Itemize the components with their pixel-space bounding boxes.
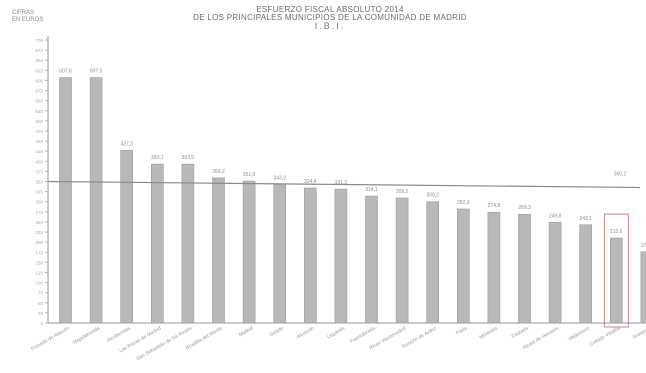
y-tick-label-20: 500: [35, 119, 43, 124]
bar-13: [456, 208, 470, 324]
y-tick-label-12: 300: [35, 200, 43, 205]
bar-4: [181, 163, 195, 324]
y-tick-label-25: 625: [35, 68, 43, 73]
chart-title-block: ESFUERZO FISCAL ABSOLUTO 2014 DE LOS PRI…: [150, 5, 510, 31]
bar-3: [151, 163, 164, 324]
y-axis-units-line-2: EN EUROS: [12, 17, 44, 23]
category-label-17: Valdemoro: [567, 325, 591, 342]
bar-6: [242, 180, 256, 324]
y-tick-label-6: 150: [35, 260, 43, 265]
bar-value-label-14: 274,8: [488, 203, 501, 209]
category-label-10: Fuenlabrada: [349, 325, 377, 344]
y-tick-label-3: 75: [38, 291, 44, 296]
category-label-6: Madrid: [238, 325, 254, 338]
bar-7: [273, 184, 287, 324]
bar-1: [89, 77, 103, 324]
bar-5: [212, 177, 225, 324]
chart-subtitle: I.B.I.: [314, 21, 346, 31]
bar-value-label-15: 269,3: [518, 205, 531, 211]
bar-value-label-12: 300,2: [426, 193, 439, 199]
bar-value-label-5: 359,2: [212, 169, 225, 175]
highlight-frame: [603, 213, 629, 328]
category-label-12: Torrejón de Ardoz: [401, 325, 438, 350]
y-tick-label-21: 525: [35, 109, 43, 114]
y-tick-label-4: 100: [35, 281, 43, 286]
bar-value-label-17: 243,1: [579, 216, 592, 222]
reference-line-label: 350,2: [614, 172, 627, 178]
category-label-7: Getafe: [269, 325, 285, 338]
bar-value-label-4: 393,0: [182, 155, 195, 161]
bar-14: [487, 211, 501, 324]
y-tick-label-13: 325: [35, 190, 43, 195]
bar-12: [426, 201, 440, 324]
y-tick-label-28: 700: [35, 38, 43, 43]
category-label-13: Parla: [455, 325, 468, 336]
bar-8: [303, 187, 317, 324]
bar-value-label-1: 607,5: [90, 69, 103, 75]
y-tick-label-14: 350: [35, 180, 43, 185]
category-label-1: Majadahonda: [72, 325, 101, 345]
y-tick-label-22: 550: [35, 99, 43, 104]
bar-value-label-0: 607,6: [59, 69, 72, 75]
category-label-8: Alcorcón: [295, 325, 315, 340]
bar-value-label-9: 331,2: [335, 180, 348, 186]
y-tick-label-10: 250: [35, 220, 43, 225]
bar-value-label-11: 309,5: [396, 189, 409, 195]
y-tick-label-18: 450: [35, 139, 43, 144]
y-axis-units: CIFRAS EN EUROS: [12, 10, 43, 24]
chart-title-line-1: ESFUERZO FISCAL ABSOLUTO 2014: [256, 5, 404, 14]
bar-value-label-13: 282,3: [457, 200, 470, 206]
bar-2: [120, 150, 133, 324]
bar-0: [59, 77, 72, 324]
bar-18: [609, 237, 623, 324]
category-label-4: San Sebastián de los Reyes: [135, 325, 193, 362]
y-tick-label-1: 25: [38, 311, 44, 316]
y-tick-label-16: 400: [35, 159, 43, 164]
category-label-14: Móstoles: [479, 325, 500, 340]
bar-value-label-2: 427,3: [120, 141, 133, 147]
category-label-0: Pozuelo de Alarcón: [30, 325, 71, 352]
y-tick-label-7: 175: [35, 250, 43, 255]
bar-value-label-19: 176,0: [641, 243, 646, 249]
y-tick-label-2: 50: [38, 301, 44, 306]
y-tick-label-24: 600: [35, 78, 43, 83]
bar-value-label-16: 249,8: [549, 213, 562, 219]
y-tick-label-27: 675: [35, 48, 43, 53]
y-tick-label-8: 200: [35, 240, 43, 245]
y-tick-label-17: 425: [35, 149, 43, 154]
category-label-18: Collado Villalba: [589, 325, 622, 347]
bar-19: [640, 251, 646, 324]
reference-line: [47, 180, 641, 189]
bar-value-label-7: 343,2: [273, 175, 286, 181]
bar-16: [548, 222, 562, 324]
bar-11: [395, 197, 409, 324]
bar-value-label-3: 393,1: [151, 155, 164, 161]
bar-value-label-18: 210,6: [610, 229, 623, 235]
category-label-15: Coslada: [511, 325, 530, 339]
bar-value-label-10: 314,1: [365, 187, 378, 193]
bar-17: [579, 224, 593, 324]
y-axis-units-line-1: CIFRAS: [12, 10, 35, 16]
bar-10: [365, 195, 378, 324]
y-tick-label-0: 0: [40, 321, 43, 326]
category-label-2: Alcobendas: [106, 325, 132, 344]
y-tick-label-5: 125: [35, 270, 43, 275]
y-tick-label-9: 225: [35, 230, 43, 235]
bar-value-label-8: 334,4: [304, 179, 317, 185]
category-label-9: Leganés: [326, 325, 346, 340]
y-tick-label-11: 275: [35, 210, 43, 215]
bar-9: [334, 188, 348, 324]
y-tick-label-23: 575: [35, 89, 43, 94]
y-tick-label-19: 475: [35, 129, 43, 134]
bar-15: [518, 213, 531, 324]
chart-title-line-2: DE LOS PRINCIPALES MUNICIPIOS DE LA COMU…: [193, 13, 467, 22]
bar-value-label-6: 351,0: [243, 172, 256, 178]
category-label-19: Aranjuez: [632, 325, 646, 340]
y-tick-label-15: 375: [35, 169, 43, 174]
y-tick-label-26: 650: [35, 58, 43, 63]
